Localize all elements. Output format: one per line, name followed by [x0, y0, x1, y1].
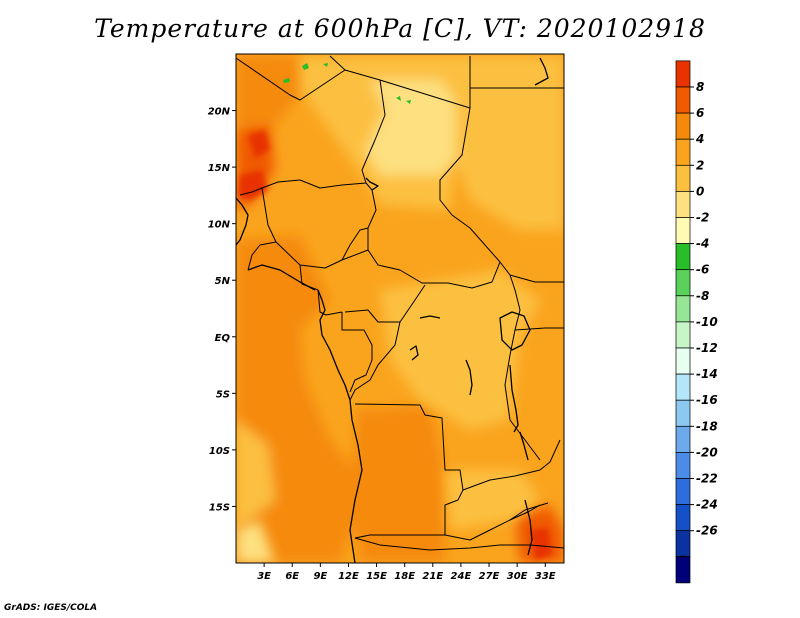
- colorbar-swatch: [675, 504, 691, 532]
- lon-tick-label: 18E: [394, 571, 415, 582]
- map-frame: [235, 53, 565, 564]
- colorbar-label: 6: [696, 106, 704, 120]
- lon-tick-label: 12E: [338, 571, 359, 582]
- colorbar-swatch: [675, 86, 691, 114]
- lon-tick-label: 27E: [479, 571, 500, 582]
- colorbar-label: 0: [696, 184, 704, 198]
- colorbar-label: -8: [696, 289, 709, 303]
- lat-tick-label: 5S: [216, 389, 230, 400]
- temperature-field: [236, 54, 564, 563]
- field-cool-areas: [236, 56, 564, 563]
- colorbar-swatch: [675, 452, 691, 479]
- colorbar-swatch: [675, 347, 691, 375]
- colorbar-swatch: [675, 399, 691, 427]
- colorbar-label: -4: [696, 237, 709, 251]
- colorbar: 8 6 4 2 0 -2 -4 -6 -8 -10 -12 -14 -16 -18 -20 -22 -24 -26: [675, 60, 718, 584]
- colorbar-swatch: [675, 556, 691, 584]
- colorbar-swatch: [675, 164, 691, 192]
- colorbar-swatch: [675, 295, 691, 323]
- longitude-ticks: 3E 6E 9E 12E 15E 18E 21E 24E 27E 30E 33E: [257, 563, 556, 582]
- colorbar-label: -20: [696, 445, 718, 459]
- lat-tick-label: EQ: [215, 333, 231, 344]
- colorbar-label: -18: [696, 419, 718, 433]
- lat-tick-label: 20N: [208, 107, 231, 118]
- colorbar-swatch: [675, 425, 691, 453]
- colorbar-swatch: [675, 191, 691, 218]
- colorbar-label: -16: [696, 393, 718, 407]
- lon-tick-label: 15E: [366, 571, 387, 582]
- colorbar-label: -26: [696, 524, 718, 538]
- country-borders: [236, 55, 564, 551]
- lon-tick-label: 6E: [285, 571, 299, 582]
- colorbar-label: 8: [696, 80, 704, 94]
- lon-tick-label: 30E: [507, 571, 528, 582]
- lon-tick-label: 24E: [451, 571, 472, 582]
- lat-tick-label: 15S: [209, 502, 230, 513]
- colorbar-label: 2: [696, 158, 704, 172]
- colorbar-label: -24: [696, 498, 718, 512]
- colorbar-label: -12: [696, 341, 718, 355]
- colorbar-swatch: [675, 530, 691, 558]
- latitude-ticks: 20N 15N 10N 5N EQ 5S 10S 15S: [208, 107, 236, 513]
- colorbar-swatch: [675, 373, 691, 401]
- colorbar-bottom-triangle: [675, 555, 691, 558]
- colorbar-swatch: [675, 112, 691, 140]
- colorbar-label: -10: [696, 315, 718, 329]
- field-hot-spots: [238, 130, 552, 560]
- colorbar-label: -6: [696, 263, 709, 277]
- coastlines-and-lakes: [236, 57, 549, 563]
- map-title: Temperature at 600hPa [C], VT: 202010291…: [94, 14, 706, 43]
- lon-tick-label: 9E: [313, 571, 327, 582]
- colorbar-swatch: [675, 269, 691, 297]
- colorbar-swatch: [675, 243, 691, 271]
- colorbar-label: -14: [696, 367, 718, 381]
- colorbar-label: -22: [696, 472, 718, 486]
- lat-tick-label: 10N: [208, 220, 231, 231]
- colorbar-swatch: [675, 478, 691, 505]
- lon-tick-label: 3E: [257, 571, 271, 582]
- colorbar-label: -2: [696, 211, 709, 225]
- lat-tick-label: 10S: [209, 446, 230, 457]
- colorbar-label: 4: [695, 132, 704, 146]
- lat-tick-label: 5N: [215, 276, 231, 287]
- grads-credit: GrADS: IGES/COLA: [4, 603, 98, 613]
- colorbar-swatch: [675, 321, 691, 349]
- lon-tick-label: 21E: [422, 571, 443, 582]
- lat-tick-label: 15N: [208, 163, 231, 174]
- field-green-spots: [283, 63, 411, 104]
- lon-tick-label: 33E: [535, 571, 556, 582]
- colorbar-swatch: [675, 138, 691, 166]
- colorbar-swatch: [675, 217, 691, 244]
- colorbar-swatch: [675, 60, 691, 88]
